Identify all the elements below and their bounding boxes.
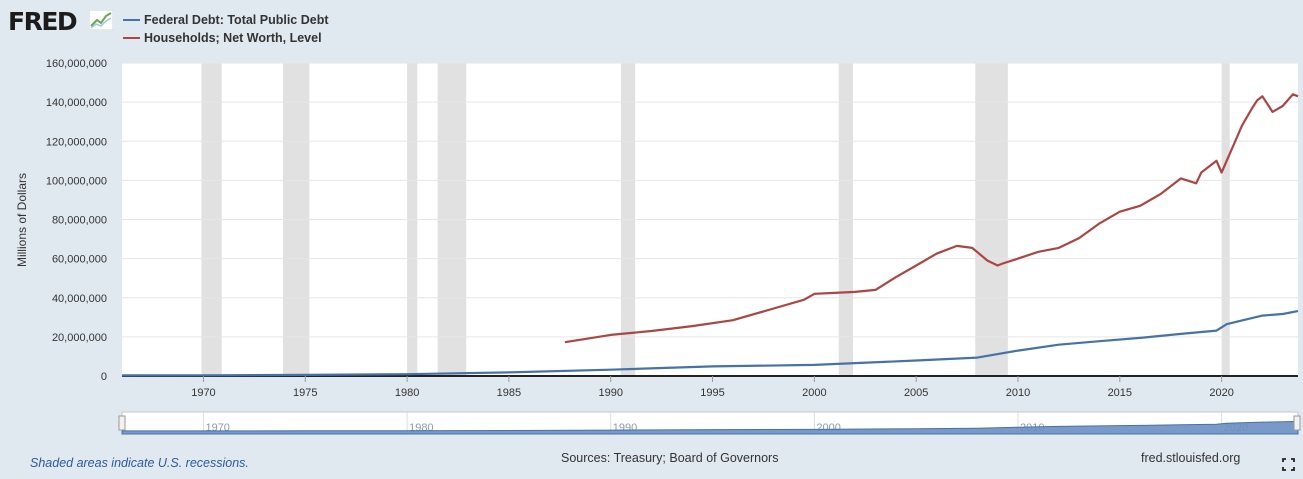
series-lines [121,93,1299,377]
sources-text: Sources: Treasury; Board of Governors [561,451,779,465]
series-line-1 [564,93,1299,344]
legend-item-household-net-worth[interactable]: Households; Net Worth, Level [123,31,322,45]
range-navigator[interactable]: 197019801990200020102020 [118,411,1301,435]
legend-swatch-federal-debt [123,19,140,21]
legend-item-federal-debt[interactable]: Federal Debt: Total Public Debt [123,13,329,27]
x-tick-label: 1990 [598,387,622,399]
navigator-handle-right[interactable] [1293,415,1301,431]
y-tick-label: 60,000,000 [52,254,107,266]
navigator-area [121,420,1299,435]
y-tick-label: 100,000,000 [46,175,107,187]
navigator-handle-left[interactable] [118,415,126,431]
x-axis: 1970 1975 1980 1985 1990 1995 2000 2005 2010 2015… [122,375,1298,399]
y-axis: 0 20,000,000 40,000,000 60,000,000 80,000,00… [46,58,107,383]
x-tick-label: 2000 [802,387,826,399]
y-tick-label: 140,000,000 [46,97,107,109]
gridlines [122,62,1298,338]
fred-logo[interactable]: FRED [8,7,78,36]
y-tick-label: 80,000,000 [52,215,107,227]
fullscreen-icon[interactable] [1282,458,1295,471]
legend-label-federal-debt: Federal Debt: Total Public Debt [144,13,329,27]
fred-logo-graph-icon [89,10,113,30]
x-tick-label: 1970 [191,387,215,399]
y-tick-label: 160,000,000 [46,58,107,70]
x-tick-label: 2010 [1006,387,1030,399]
series-line-0 [121,310,1299,377]
chart[interactable]: 0 20,000,000 40,000,000 60,000,000 80,000,00… [0,0,1303,445]
y-axis-label: Millions of Dollars [15,173,29,267]
site-link[interactable]: fred.stlouisfed.org [1141,451,1241,465]
x-tick-label: 1985 [497,387,521,399]
y-tick-label: 20,000,000 [52,332,107,344]
y-tick-label: 40,000,000 [52,293,107,305]
x-tick-label: 1995 [700,387,724,399]
x-tick-label: 2005 [904,387,928,399]
x-tick-label: 1975 [293,387,317,399]
legend-label-household-net-worth: Households; Net Worth, Level [144,31,322,45]
x-tick-label: 2020 [1209,387,1233,399]
y-tick-label: 0 [101,371,107,383]
legend-swatch-household-net-worth [123,37,140,39]
recession-note: Shaded areas indicate U.S. recessions. [30,456,249,470]
x-tick-label: 2015 [1108,387,1132,399]
y-tick-label: 120,000,000 [46,136,107,148]
x-tick-label: 1980 [395,387,419,399]
